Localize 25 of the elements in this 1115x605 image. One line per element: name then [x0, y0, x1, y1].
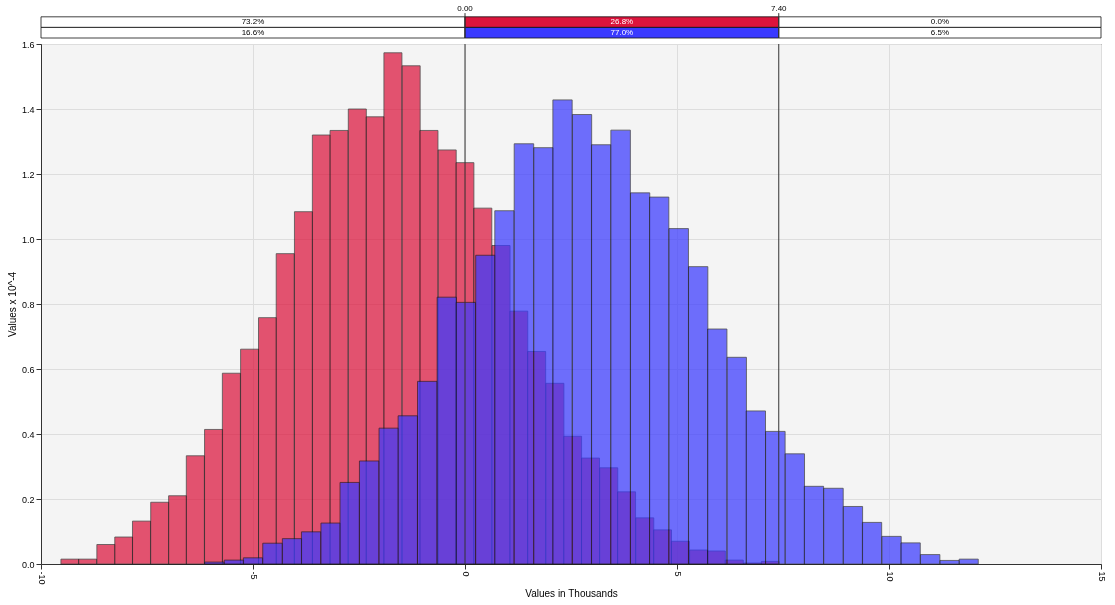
ref-line-label: 7.40 — [770, 4, 788, 14]
y-tick-label: 0.2 — [21, 494, 35, 505]
y-tick-label: 1.4 — [21, 104, 35, 115]
text: 73.2% — [241, 17, 265, 27]
y-tick-label: 0.0 — [21, 559, 35, 570]
y-tick-label: 1.0 — [21, 234, 35, 245]
y-tick-label: 1.6 — [21, 39, 35, 50]
x-tick-label: 0 — [460, 571, 471, 577]
x-tick-label: 15 — [1096, 571, 1107, 582]
x-tick-label: 10 — [884, 571, 895, 582]
text: 77.0% — [610, 27, 634, 37]
y-tick-label: 0.8 — [21, 299, 35, 310]
x-tick-label: -5 — [248, 571, 259, 580]
x-tick-label: -10 — [36, 571, 47, 585]
ref-line-label: 0.00 — [457, 4, 474, 14]
y-axis-title: Values x 10^-4 — [6, 271, 18, 338]
x-axis-title: Values in Thousands — [525, 587, 618, 599]
y-tick-label: 1.2 — [21, 169, 35, 180]
text: 16.6% — [241, 27, 265, 37]
y-tick-label: 0.4 — [21, 429, 35, 440]
text: 26.8% — [610, 17, 634, 27]
x-tick-label: 5 — [672, 571, 683, 577]
y-tick-label: 0.6 — [21, 364, 35, 375]
text: 0.0% — [930, 17, 949, 27]
text: 6.5% — [930, 27, 949, 37]
